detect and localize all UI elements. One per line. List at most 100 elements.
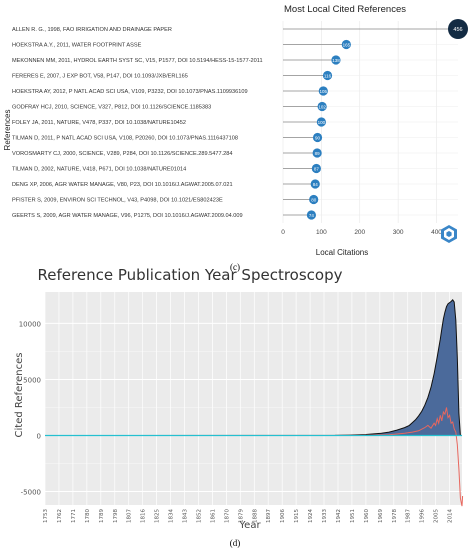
x-tick-label: 1960 xyxy=(364,509,370,523)
reference-label: FOLEY JA, 2011, NATURE, V478, P337, DOI … xyxy=(12,120,186,126)
data-label: 165 xyxy=(343,42,351,47)
x-tick-label: 1816 xyxy=(141,509,147,523)
reference-label: HOEKSTRA AY, 2012, P NATL ACAD SCI USA, … xyxy=(12,89,248,95)
data-label: 116 xyxy=(324,73,332,78)
data-label: 138 xyxy=(332,58,340,63)
x-tick-label: 1753 xyxy=(43,509,49,523)
reference-label: GODFRAY HCJ, 2010, SCIENCE, V327, P812, … xyxy=(12,105,211,111)
y-tick-label: -5000 xyxy=(21,489,41,497)
data-point xyxy=(322,70,333,81)
data-point xyxy=(316,117,326,127)
data-label: 100 xyxy=(318,120,326,125)
x-tick-label: 200 xyxy=(354,229,365,236)
data-label: 105 xyxy=(320,89,328,94)
x-tick-label: 1870 xyxy=(224,509,230,523)
panel-d-y-axis-label: Cited References xyxy=(14,353,25,438)
x-tick-label: 1807 xyxy=(127,509,133,523)
cited-references-area xyxy=(45,298,461,436)
x-tick-label: 1942 xyxy=(336,509,342,523)
reference-label: VOROSMARTY CJ, 2000, SCIENCE, V289, P284… xyxy=(12,151,232,157)
data-point xyxy=(309,194,319,205)
panel-c-x-ticks: 0 100 200 300 400 xyxy=(281,229,442,236)
reference-label: PFISTER S, 2009, ENVIRON SCI TECHNOL, V4… xyxy=(12,198,223,204)
data-point xyxy=(318,86,328,96)
panel-d: Reference Publication Year Spectroscopy … xyxy=(14,266,464,531)
panel-d-series xyxy=(44,298,464,507)
panel-c-caption: (c) xyxy=(230,262,240,272)
x-tick-label: 1906 xyxy=(280,509,286,523)
panel-c-reference-labels: ALLEN R. G., 1998, FAO IRRIGATION AND DR… xyxy=(12,27,263,219)
x-tick-label: 1834 xyxy=(169,509,175,523)
x-tick-label: 1915 xyxy=(294,509,300,523)
panel-d-plot-background xyxy=(45,292,462,505)
panel-c-stems xyxy=(283,28,458,216)
panel-d-y-ticks: -5000 0 5000 10000 xyxy=(19,320,41,496)
data-point xyxy=(312,148,322,158)
data-label: 74 xyxy=(309,213,315,218)
x-tick-label: 0 xyxy=(281,229,285,236)
reference-label: ALLEN R. G., 1998, FAO IRRIGATION AND DR… xyxy=(12,27,172,33)
x-tick-label: 1762 xyxy=(57,509,63,523)
reference-label: TILMAN D, 2011, P NATL ACAD SCI USA, V10… xyxy=(12,136,238,142)
x-tick-label: 1843 xyxy=(183,509,189,523)
y-tick-label: 0 xyxy=(37,432,41,440)
x-tick-label: 100 xyxy=(316,229,327,236)
data-label: 87 xyxy=(314,166,320,171)
x-tick-label: 1852 xyxy=(196,509,202,523)
panel-d-title: Reference Publication Year Spectroscopy xyxy=(38,266,343,284)
x-tick-label: 2005 xyxy=(434,509,440,523)
y-tick-label: 5000 xyxy=(23,376,41,384)
x-tick-label: 1978 xyxy=(392,509,398,523)
data-label: 90 xyxy=(315,135,321,140)
reference-label: TILMAN D, 2002, NATURE, V418, P671, DOI … xyxy=(12,167,186,173)
data-point xyxy=(306,210,316,220)
panel-c: Most Local Cited References ALLEN R. G.,… xyxy=(3,4,468,257)
data-point xyxy=(341,39,351,50)
reference-label: FERERES E, 2007, J EXP BOT, V58, P147, D… xyxy=(12,74,188,80)
panel-c-y-axis-label: References xyxy=(3,110,12,151)
reference-label: MEKONNEN MM, 2011, HYDROL EARTH SYST SC,… xyxy=(12,58,263,64)
deviation-from-median-line xyxy=(44,407,464,507)
panel-c-x-axis-label: Local Citations xyxy=(316,248,368,257)
data-label: 89 xyxy=(315,151,321,156)
panel-c-points: 456 165 138 116 105 102 100 90 89 87 84 80 74 xyxy=(306,19,468,220)
data-label: 102 xyxy=(318,104,326,109)
x-tick-label: 1825 xyxy=(155,509,161,523)
x-tick-label: 1879 xyxy=(238,509,244,523)
data-point xyxy=(448,19,468,39)
data-point xyxy=(310,179,320,189)
reference-label: HOEKSTRA A.Y., 2011, WATER FOOTPRINT ASS… xyxy=(12,43,142,49)
x-tick-label: 1780 xyxy=(85,509,91,523)
x-tick-label: 1987 xyxy=(406,509,412,523)
data-point xyxy=(317,101,327,112)
x-tick-label: 1969 xyxy=(378,509,384,523)
data-point xyxy=(331,55,341,65)
data-label: 456 xyxy=(453,27,462,33)
reference-label: DENG XP, 2006, AGR WATER MANAGE, V80, P2… xyxy=(12,182,233,188)
x-tick-label: 1789 xyxy=(99,509,105,523)
x-tick-label: 2014 xyxy=(448,509,454,523)
x-tick-label: 1861 xyxy=(210,509,216,523)
x-tick-label: 1951 xyxy=(350,509,356,523)
data-point xyxy=(312,132,323,143)
hexagon-logo-icon xyxy=(441,225,457,243)
panel-d-x-ticks: 1753 1762 1771 1780 1789 1798 1807 1816 1825 1834… xyxy=(43,509,454,523)
x-tick-label: 1933 xyxy=(322,509,328,523)
x-tick-label: 1897 xyxy=(266,509,272,523)
data-label: 80 xyxy=(311,197,317,202)
x-tick-label: 1888 xyxy=(252,509,258,523)
data-label: 84 xyxy=(313,182,319,187)
panel-d-caption: (d) xyxy=(229,538,241,548)
x-tick-label: 1798 xyxy=(113,509,119,523)
x-tick-label: 1771 xyxy=(71,509,77,523)
x-tick-label: 300 xyxy=(393,229,404,236)
panel-d-x-axis-label: Year xyxy=(238,520,261,531)
data-point xyxy=(311,163,321,174)
x-tick-label: 1996 xyxy=(420,509,426,523)
x-tick-label: 400 xyxy=(431,229,442,236)
x-tick-label: 1924 xyxy=(308,509,314,523)
y-tick-label: 10000 xyxy=(19,320,41,328)
panel-c-title: Most Local Cited References xyxy=(284,4,406,15)
reference-label: GEERTS S, 2009, AGR WATER MANAGE, V96, P… xyxy=(12,213,243,219)
